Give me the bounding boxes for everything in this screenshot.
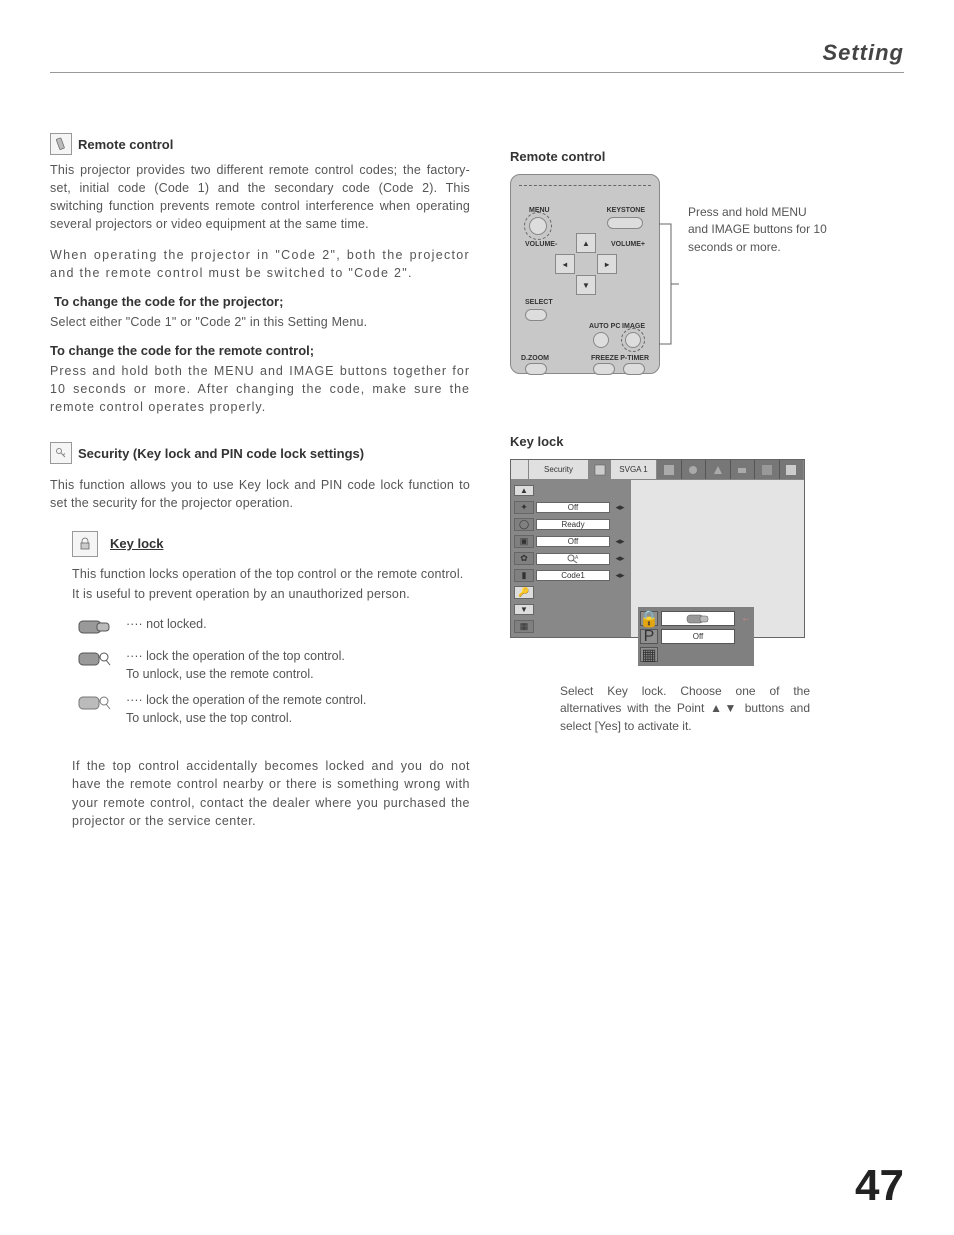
remote-diagram: MENU KEYSTONE VOLUME- VOLUME+ ▲ ◂ ▸ ▼ [510,174,670,374]
ptimer-button[interactable] [623,363,645,375]
row-arrows-1[interactable]: ◂▸ [611,502,629,513]
lock-icon [72,531,98,557]
freeze-label: FREEZE [591,355,619,362]
lock-option-unlocked: ···· not locked. [76,615,470,639]
lock-remote-text1: ···· lock the operation of the remote co… [126,691,470,709]
remote-para2: When operating the projector in "Code 2"… [50,246,470,282]
tab-icon-3[interactable] [706,460,731,479]
keylock-heading-text: Key lock [110,536,163,551]
content-columns: Remote control This projector provides t… [50,133,904,842]
ptimer-label: P-TIMER [620,355,649,362]
row-icon-3[interactable]: ▣ [514,535,534,548]
change-projector-body: Select either "Code 1" or "Code 2" in th… [50,313,470,331]
autopc-button[interactable] [593,332,609,348]
menu-title: Security [529,460,589,479]
menu-mode: SVGA 1 [611,460,657,479]
change-remote-body: Press and hold both the MENU and IMAGE b… [50,362,470,416]
remote-control-heading-text: Remote control [78,137,173,152]
dpad[interactable]: ▲ ◂ ▸ ▼ [555,233,617,295]
left-column: Remote control This projector provides t… [50,133,470,842]
row-val-4: A [536,553,610,565]
row-down-icon[interactable]: ▼ [514,604,534,615]
security-body: This function allows you to use Key lock… [50,476,470,512]
remote-caption: Press and hold MENU and IMAGE buttons fo… [688,204,828,374]
svg-text:A: A [575,555,579,561]
lock-remote-text2: To unlock, use the top control. [126,709,470,727]
right-column: Remote control MENU KEYSTONE VOLUME- VOL… [510,133,904,842]
row-icon-security[interactable]: 🔑 [514,586,534,599]
popup-pin-icon[interactable]: P [640,629,658,644]
dzoom-label: D.ZOOM [521,355,549,362]
tab-icon-1[interactable] [657,460,682,479]
keylock-body1: This function locks operation of the top… [72,565,470,583]
unlocked-icon [76,615,112,639]
freeze-button[interactable] [593,363,615,375]
security-heading-text: Security (Key lock and PIN code lock set… [78,446,364,461]
select-button[interactable] [525,309,547,321]
row-arrows-3[interactable]: ◂▸ [611,536,629,547]
remote-control-heading: Remote control [50,133,470,155]
popup-arrow-icon: ← [741,613,751,624]
lock-option-top: ···· lock the operation of the top contr… [76,647,470,683]
keylock-menu-figure: Security SVGA 1 ▲ [510,459,904,669]
security-heading: Security (Key lock and PIN code lock set… [50,442,470,464]
select-label: SELECT [525,299,553,306]
row-icon-5[interactable]: ▮ [514,569,534,582]
keylock-caption: Select Key lock. Choose one of the alter… [560,683,810,735]
page-number: 47 [855,1161,904,1211]
keylock-popup: 🔒 ← POff ▦ [638,607,754,666]
tab-icon-2[interactable] [682,460,707,479]
lock-top-icon [76,647,112,671]
right-remote-heading: Remote control [510,149,904,164]
row-up-icon[interactable]: ▲ [514,485,534,496]
row-exit-icon[interactable]: ▦ [514,620,534,633]
row-icon-4[interactable]: ✿ [514,552,534,565]
lock-remote-icon [76,691,112,715]
change-projector-heading: To change the code for the projector; [54,294,470,309]
leader-line [659,219,679,349]
tab-icon-6[interactable] [780,460,804,479]
dzoom-button[interactable] [525,363,547,375]
tab-icon-4[interactable] [731,460,756,479]
lock-top-text1: ···· lock the operation of the top contr… [126,647,470,665]
page-header: Setting [50,40,904,73]
key-icon [50,442,72,464]
row-val-5: Code1 [536,570,610,581]
popup-exit-icon[interactable]: ▦ [640,647,658,662]
autopc-label: AUTO PC [589,323,620,330]
volminus-label: VOLUME- [525,241,557,248]
right-keylock-heading: Key lock [510,434,904,449]
keystone-label: KEYSTONE [607,207,645,214]
lock-option-remote: ···· lock the operation of the remote co… [76,691,470,727]
row-val-2: Ready [536,519,610,530]
row-icon-1[interactable]: ✦ [514,501,534,514]
unlocked-text: ···· not locked. [126,615,470,633]
lock-top-text2: To unlock, use the remote control. [126,665,470,683]
remote-para1: This projector provides two different re… [50,161,470,234]
row-val-1: Off [536,502,610,513]
remote-icon [50,133,72,155]
tab-icon-5[interactable] [755,460,780,479]
keylock-body2: It is useful to prevent operation by an … [72,585,470,603]
popup-val-2: Off [661,629,735,644]
change-remote-heading: To change the code for the remote contro… [50,343,470,358]
row-arrows-5[interactable]: ◂▸ [611,570,629,581]
setting-tab-icon [594,464,606,476]
popup-val-1 [661,611,735,626]
row-arrows-4[interactable]: ◂▸ [611,553,629,564]
keylock-heading-row: Key lock [72,531,470,557]
remote-figure: MENU KEYSTONE VOLUME- VOLUME+ ▲ ◂ ▸ ▼ [510,174,904,374]
popup-lock-icon[interactable]: 🔒 [640,611,658,626]
keylock-after: If the top control accidentally becomes … [72,757,470,830]
keystone-button[interactable] [607,217,643,229]
row-icon-2[interactable]: ◯ [514,518,534,531]
row-val-3: Off [536,536,610,547]
